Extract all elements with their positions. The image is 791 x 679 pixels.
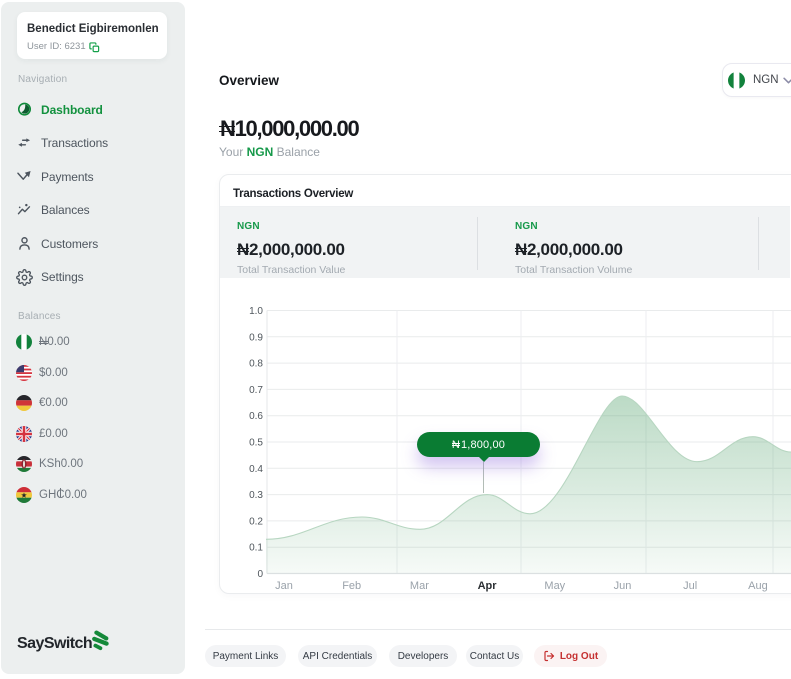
svg-text:Jun: Jun <box>614 580 632 592</box>
svg-text:Feb: Feb <box>342 580 361 592</box>
svg-text:May: May <box>544 580 565 592</box>
svg-text:Jul: Jul <box>683 580 697 592</box>
svg-text:0: 0 <box>257 569 263 580</box>
svg-text:0.8: 0.8 <box>249 359 263 370</box>
svg-text:Aug: Aug <box>748 580 768 592</box>
svg-text:Mar: Mar <box>410 580 429 592</box>
svg-text:1.0: 1.0 <box>249 306 263 317</box>
svg-text:0.7: 0.7 <box>249 385 263 396</box>
svg-text:0.4: 0.4 <box>249 464 263 475</box>
svg-text:0.5: 0.5 <box>249 438 263 449</box>
svg-text:0.3: 0.3 <box>249 490 263 501</box>
svg-text:Jan: Jan <box>275 580 293 592</box>
svg-text:0.6: 0.6 <box>249 411 263 422</box>
svg-text:0.2: 0.2 <box>249 516 263 527</box>
svg-text:Apr: Apr <box>478 580 498 592</box>
svg-text:0.9: 0.9 <box>249 332 263 343</box>
svg-text:0.1: 0.1 <box>249 543 263 554</box>
